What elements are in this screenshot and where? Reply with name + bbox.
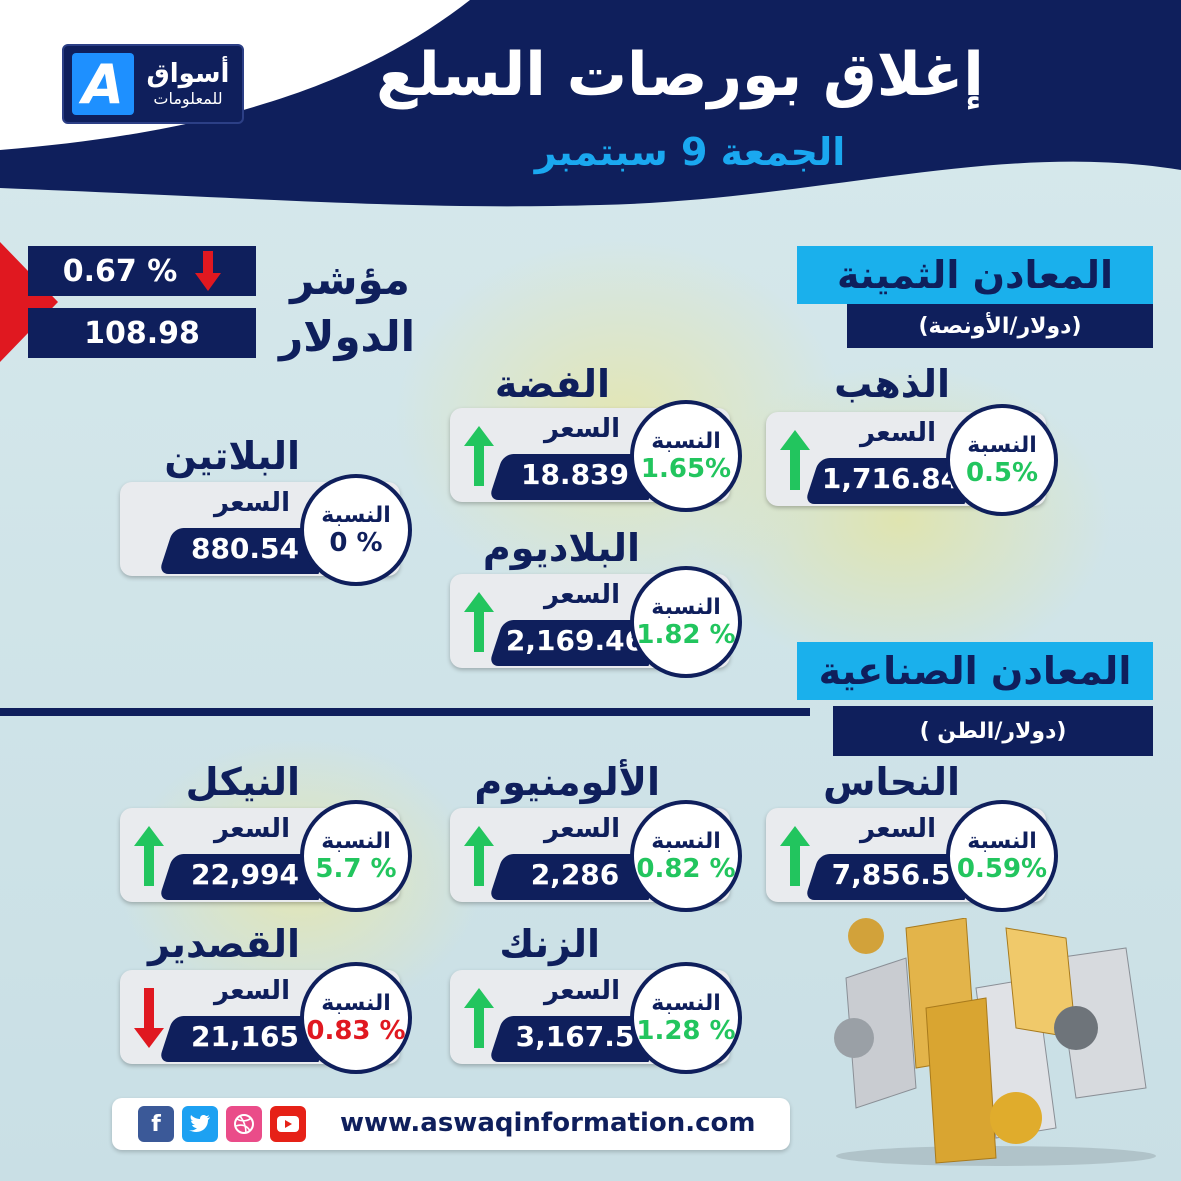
percent-value: 0.59% [956, 853, 1048, 884]
trend-arrow-icon [780, 430, 810, 490]
price-label: السعر [860, 814, 936, 844]
percent-value: 1.65% [640, 453, 732, 484]
percent-circle: النسبة 1.65% [630, 400, 742, 512]
industrial-section-unit: (دولار/الطن ) [833, 706, 1153, 756]
trend-arrow-icon [464, 826, 494, 886]
trend-arrow-icon [134, 826, 164, 886]
price-value: 21,165 [190, 1020, 300, 1053]
percent-value: 0.5% [965, 457, 1039, 488]
metal-card-copper: السعر 7,856.5 النسبة 0.59% [766, 800, 1066, 912]
metal-card-tin: السعر 21,165 النسبة 0.83 % [120, 962, 420, 1074]
price-label: السعر [544, 580, 620, 610]
metal-card-platinum: السعر 880.54 النسبة 0 % [120, 474, 420, 586]
page-date: الجمعة 9 سبتمبر [534, 130, 846, 174]
metal-name-aluminium: الألومنيوم [474, 760, 660, 804]
metal-card-nickel: السعر 22,994 النسبة 5.7 % [120, 800, 420, 912]
metal-name-silver: الفضة [494, 362, 610, 406]
percent-circle: النسبة 1.82 % [630, 566, 742, 678]
precious-section-title: المعادن الثمينة [797, 246, 1153, 304]
percent-circle: النسبة 5.7 % [300, 800, 412, 912]
logo-text: أسواق للمعلومات [134, 58, 242, 108]
percent-circle: النسبة 0.5% [946, 404, 1058, 516]
section-divider [0, 708, 810, 716]
percent-circle: النسبة 0.83 % [300, 962, 412, 1074]
metal-card-silver: السعر 18.839 النسبة 1.65% [450, 400, 750, 512]
logo-text-1: أسواق [146, 58, 230, 89]
price-value: 1,716.84 [821, 462, 961, 495]
percent-label: النسبة [651, 828, 721, 854]
price-value: 880.54 [190, 532, 300, 565]
percent-label: النسبة [321, 828, 391, 854]
percent-circle: النسبة 0.59% [946, 800, 1058, 912]
metal-name-copper: النحاس [823, 760, 960, 804]
dollar-index-change: 0.67 % [62, 253, 178, 289]
percent-circle: النسبة 0 % [300, 474, 412, 586]
percent-circle: النسبة 1.28 % [630, 962, 742, 1074]
metal-card-gold: السعر 1,716.84 النسبة 0.5% [766, 404, 1066, 516]
dollar-index-value-box: 108.98 [28, 308, 256, 358]
metal-card-palladium: السعر 2,169.46 النسبة 1.82 % [450, 566, 750, 678]
percent-value: 5.7 % [315, 853, 397, 884]
trend-arrow-icon [464, 988, 494, 1048]
price-label: السعر [214, 814, 290, 844]
percent-value: 1.82 % [636, 619, 736, 650]
percent-label: النسبة [651, 990, 721, 1016]
facebook-icon[interactable]: f [138, 1106, 174, 1142]
metal-name-platinum: البلاتين [164, 434, 300, 478]
twitter-icon[interactable] [182, 1106, 218, 1142]
price-label: السعر [544, 414, 620, 444]
percent-label: النسبة [651, 594, 721, 620]
trend-arrow-icon [780, 826, 810, 886]
metal-card-zinc: السعر 3,167.5 النسبة 1.28 % [450, 962, 750, 1074]
dribbble-icon[interactable] [226, 1106, 262, 1142]
metal-name-nickel: النيكل [185, 760, 300, 804]
price-value: 3,167.5 [515, 1020, 635, 1053]
price-value: 18.839 [520, 458, 630, 491]
price-value: 2,169.46 [505, 624, 645, 657]
percent-value: 0.83 % [306, 1015, 406, 1046]
price-value: 2,286 [530, 858, 620, 891]
header: A أسواق للمعلومات إغلاق بورصات السلع الج… [0, 0, 1181, 230]
metal-name-palladium: البلاديوم [482, 526, 640, 570]
footer-bar: f www.aswaqinformation.com [112, 1098, 790, 1150]
dollar-index-label-2: الدولار [279, 311, 415, 361]
down-arrow-icon [195, 251, 222, 291]
percent-label: النسبة [967, 828, 1037, 854]
industrial-section-title: المعادن الصناعية [797, 642, 1153, 700]
metal-name-gold: الذهب [834, 362, 950, 406]
dollar-index-label-1: مؤشر [290, 255, 410, 304]
price-label: السعر [860, 418, 936, 448]
percent-circle: النسبة 0.82 % [630, 800, 742, 912]
price-label: السعر [544, 976, 620, 1006]
logo-mark: A [72, 53, 134, 116]
dollar-index-label: مؤشر الدولار [279, 252, 415, 365]
price-value: 7,856.5 [831, 858, 951, 891]
logo-text-2: للمعلومات [153, 88, 223, 108]
price-label: السعر [544, 814, 620, 844]
metal-name-zinc: الزنك [499, 922, 600, 966]
price-label: السعر [214, 976, 290, 1006]
dollar-index-change-box: 0.67 % [28, 246, 256, 296]
metal-name-tin: القصدير [148, 922, 300, 966]
percent-label: النسبة [651, 428, 721, 454]
metal-bars-illustration [834, 918, 1156, 1166]
trend-arrow-icon [464, 592, 494, 652]
percent-value: 0 % [329, 527, 383, 558]
page-title: إغلاق بورصات السلع [376, 40, 984, 110]
trend-arrow-icon [134, 988, 164, 1048]
logo: A أسواق للمعلومات [62, 44, 244, 124]
youtube-icon[interactable] [270, 1106, 306, 1142]
website-link[interactable]: www.aswaqinformation.com [340, 1108, 756, 1138]
metal-card-aluminium: السعر 2,286 النسبة 0.82 % [450, 800, 750, 912]
precious-section-unit: (دولار/الأونصة) [847, 304, 1153, 348]
percent-label: النسبة [321, 990, 391, 1016]
percent-label: النسبة [321, 502, 391, 528]
trend-arrow-icon [464, 426, 494, 486]
percent-label: النسبة [967, 432, 1037, 458]
price-value: 22,994 [190, 858, 300, 891]
percent-value: 0.82 % [636, 853, 736, 884]
dollar-index-value: 108.98 [84, 315, 200, 351]
percent-value: 1.28 % [636, 1015, 736, 1046]
price-label: السعر [214, 488, 290, 518]
